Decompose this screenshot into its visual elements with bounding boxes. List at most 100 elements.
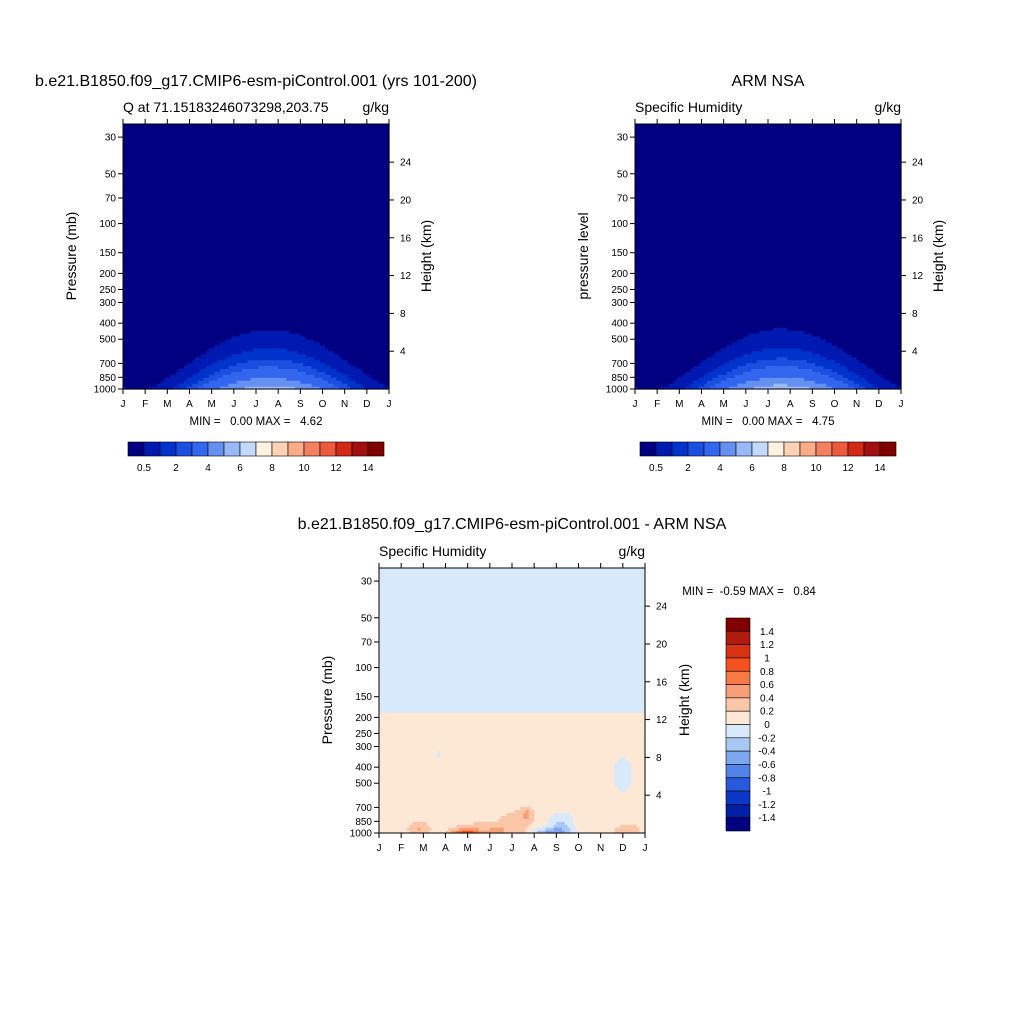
field-cell [250, 377, 288, 381]
field-cell [314, 356, 343, 361]
field-cell [379, 797, 646, 802]
x-tick-label: M [207, 399, 215, 410]
field-cell [123, 265, 390, 269]
field-cell [123, 247, 390, 252]
field-cell [804, 330, 902, 334]
right-tick-label: 20 [400, 195, 412, 206]
field-cell [523, 815, 530, 819]
field-cell [826, 356, 858, 361]
field-cell [542, 824, 555, 828]
field-cell [878, 386, 902, 390]
field-cell [325, 362, 351, 367]
field-cell [123, 291, 390, 296]
field-cell [186, 386, 199, 390]
field-cell [379, 762, 616, 766]
field-cell [553, 824, 569, 828]
x-tick-label: N [341, 399, 348, 410]
field-cell [253, 347, 288, 352]
colorbar-swatch [799, 441, 817, 457]
field-cell [379, 800, 646, 805]
field-cell [186, 362, 213, 367]
field-cell [787, 327, 902, 331]
field-cell [379, 641, 646, 646]
field-cell [123, 221, 390, 225]
field-cell [625, 788, 646, 793]
field-cell [684, 371, 708, 375]
x-tick-label: M [419, 843, 427, 854]
y-tick-label: 200 [611, 269, 628, 280]
panel-model-plot [122, 123, 390, 390]
field-cell [379, 785, 618, 790]
field-cell [856, 356, 902, 361]
field-cell [639, 827, 646, 831]
field-cell [379, 735, 646, 740]
x-tick-label: A [787, 399, 794, 410]
colorbar-label: 10 [298, 463, 310, 474]
y-tick-label: 850 [611, 373, 628, 384]
field-cell [350, 386, 365, 390]
field-cell [859, 359, 902, 364]
field-cell [635, 230, 902, 234]
field-cell [614, 765, 632, 769]
field-cell [729, 359, 758, 364]
field-cell [379, 724, 646, 728]
field-cell [236, 362, 304, 367]
x-tick-label: S [553, 843, 560, 854]
field-cell [379, 691, 646, 696]
field-cell [228, 383, 313, 387]
field-cell [200, 368, 221, 372]
field-cell [379, 615, 646, 619]
field-cell [379, 582, 646, 587]
right-tick-label: 8 [656, 753, 662, 764]
x-tick-label: F [142, 399, 148, 410]
field-cell [347, 374, 371, 378]
field-cell [347, 359, 390, 364]
field-cell [635, 365, 694, 369]
field-cell [876, 371, 902, 375]
colorbar-label: -0.2 [758, 733, 776, 744]
colorbar-label: 2 [173, 463, 179, 474]
panel-diff-ylabel: Pressure (mb) [319, 656, 335, 745]
field-cell [884, 377, 902, 381]
field-cell [631, 774, 646, 778]
field-cell [164, 377, 188, 381]
field-cell [614, 774, 632, 778]
field-cell [659, 386, 686, 390]
y-tick-label: 30 [105, 133, 117, 144]
field-cell [572, 821, 646, 825]
field-cell [635, 194, 902, 199]
field-cell [635, 359, 703, 364]
field-cell [379, 809, 516, 813]
field-cell [635, 336, 744, 340]
y-tick-label: 850 [355, 817, 372, 828]
field-cell [635, 300, 902, 305]
field-cell [635, 141, 902, 146]
field-cell [478, 827, 491, 831]
x-tick-label: J [743, 399, 748, 410]
field-cell [123, 318, 390, 322]
field-cell [534, 818, 549, 822]
colorbar-label: 1.2 [760, 640, 774, 651]
panel-obs-right-subtitle: g/kg [875, 99, 901, 115]
field-cell [286, 347, 329, 352]
field-cell [379, 612, 646, 616]
field-cell [305, 371, 326, 375]
field-cell [426, 821, 474, 825]
colorbar-swatch [879, 441, 897, 457]
panel-model-left-subtitle: Q at 71.15183246073298,203.75 [123, 99, 329, 115]
field-cell [815, 362, 841, 367]
field-cell [379, 703, 646, 707]
field-cell [828, 374, 844, 378]
field-cell [372, 377, 390, 381]
field-cell [635, 280, 902, 284]
x-tick-label: J [121, 399, 126, 410]
field-cell [451, 830, 458, 834]
x-tick-label: N [853, 399, 860, 410]
field-cell [379, 650, 646, 654]
field-cell [247, 359, 293, 364]
y-tick-label: 200 [99, 269, 116, 280]
field-cell [503, 830, 527, 834]
colorbar-swatch [287, 441, 305, 457]
field-cell [445, 830, 452, 834]
y-tick-label: 200 [355, 713, 372, 724]
